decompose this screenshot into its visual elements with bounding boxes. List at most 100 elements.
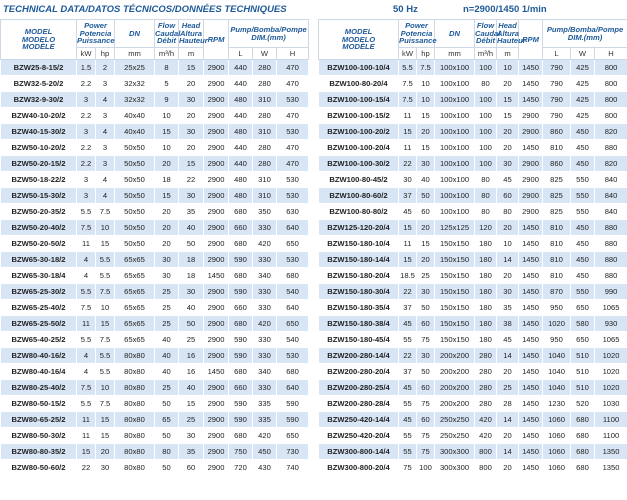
value-cell: 20 — [496, 459, 520, 476]
data-row: BZW150-180-14/4 15 20 150x150 180 14 1450 810 45… — [318, 251, 627, 268]
model-cell: BZW100-80-20/4 — [318, 75, 399, 92]
value-cell: 300x300 — [434, 443, 476, 460]
value-cell: 1100 — [594, 427, 627, 444]
value-cell: 50x50 — [114, 187, 156, 204]
model-cell: BZW150-180-14/4 — [318, 251, 399, 268]
value-cell: 330 — [252, 379, 278, 396]
value-cell: 2900 — [203, 427, 230, 444]
value-cell: 65x65 — [114, 299, 156, 316]
value-cell: 14 — [496, 251, 520, 268]
value-cell: 180 — [474, 331, 498, 348]
model-cell: BZW200-280-20/4 — [318, 363, 399, 380]
value-cell: 80x80 — [114, 459, 156, 476]
value-cell: 80 — [474, 171, 498, 188]
value-cell: 20 — [496, 219, 520, 236]
value-cell: 5.5 — [398, 59, 417, 76]
value-cell: 880 — [594, 139, 627, 156]
value-cell: 310 — [252, 91, 278, 108]
value-cell: 65x65 — [114, 331, 156, 348]
header-line: DIM.(mm) — [251, 32, 286, 42]
data-row: BZW65-25-40/2 7.5 10 65x65 25 40 2900 660 330 640 — [0, 299, 310, 316]
value-cell: 540 — [276, 283, 310, 300]
value-cell: 880 — [594, 251, 627, 268]
value-cell: 1450 — [518, 235, 544, 252]
value-cell: 550 — [570, 187, 596, 204]
unit-header: H — [276, 47, 310, 60]
value-cell: 1040 — [542, 379, 572, 396]
value-cell: 550 — [570, 283, 596, 300]
value-cell: 4 — [94, 171, 116, 188]
value-cell: 180 — [474, 283, 498, 300]
value-cell: 650 — [570, 299, 596, 316]
header-line: Puissance — [77, 36, 115, 46]
value-cell: 22 — [76, 459, 96, 476]
data-row: BZW100-100-20/4 11 15 100x100 100 20 1450 810 45… — [318, 139, 627, 156]
value-cell: 1450 — [518, 379, 544, 396]
value-cell: 1450 — [518, 251, 544, 268]
value-cell: 425 — [570, 91, 596, 108]
value-cell: 32x32 — [114, 91, 156, 108]
model-cell: BZW150-180-30/4 — [318, 283, 399, 300]
value-cell: 30 — [415, 283, 436, 300]
value-cell: 50x50 — [114, 139, 156, 156]
value-cell: 50 — [178, 235, 205, 252]
value-cell: 590 — [276, 411, 310, 428]
value-cell: 650 — [276, 235, 310, 252]
value-cell: 11 — [398, 107, 417, 124]
value-cell: 40 — [154, 331, 180, 348]
value-cell: 1040 — [542, 363, 572, 380]
model-cell: BZW32-5-20/2 — [0, 75, 77, 92]
value-cell: 75 — [415, 395, 436, 412]
value-cell: 440 — [228, 155, 254, 172]
value-cell: 825 — [542, 187, 572, 204]
value-cell: 4 — [94, 91, 116, 108]
value-cell: 2.2 — [76, 155, 96, 172]
data-row: BZW150-180-30/4 22 30 150x150 180 30 1450 870 55… — [318, 283, 627, 300]
value-cell: 680 — [228, 315, 254, 332]
model-cell: BZW100-80-45/2 — [318, 171, 399, 188]
data-row: BZW32-5-20/2 2.2 3 32x32 5 20 2900 440 280 470 — [0, 75, 310, 92]
value-cell: 540 — [276, 331, 310, 348]
value-cell: 16 — [178, 363, 205, 380]
value-cell: 60 — [178, 459, 205, 476]
value-cell: 3 — [94, 107, 116, 124]
value-cell: 860 — [542, 123, 572, 140]
data-row: BZW40-15-30/2 3 4 40x40 15 30 2900 480 310 530 — [0, 123, 310, 140]
unit-header: m — [178, 47, 205, 60]
value-cell: 60 — [415, 379, 436, 396]
value-cell: 2900 — [203, 155, 230, 172]
value-cell: 3 — [76, 171, 96, 188]
value-cell: 20 — [94, 443, 116, 460]
value-cell: 20 — [415, 251, 436, 268]
value-cell: 2900 — [518, 107, 544, 124]
value-cell: 30 — [178, 91, 205, 108]
frequency: 50 Hz — [393, 3, 418, 15]
value-cell: 530 — [276, 123, 310, 140]
value-cell: 330 — [252, 219, 278, 236]
data-row: BZW100-100-30/2 22 30 100x100 100 30 2900 860 45… — [318, 155, 627, 172]
header-line: Débit — [476, 36, 495, 46]
value-cell: 30 — [496, 283, 520, 300]
value-cell: 330 — [252, 331, 278, 348]
value-cell: 2900 — [203, 315, 230, 332]
value-cell: 640 — [276, 219, 310, 236]
value-cell: 40 — [178, 219, 205, 236]
value-cell: 470 — [276, 155, 310, 172]
model-cell: BZW65-25-50/2 — [0, 315, 77, 332]
data-row: BZW65-30-18/4 4 5.5 65x65 30 18 1450 680 340 680 — [0, 267, 310, 284]
header-line: Power — [84, 21, 107, 31]
value-cell: 50 — [415, 299, 436, 316]
value-cell: 680 — [570, 459, 596, 476]
value-cell: 7.5 — [398, 75, 417, 92]
value-cell: 7.5 — [76, 219, 96, 236]
value-cell: 1350 — [594, 459, 627, 476]
value-cell: 5.5 — [76, 395, 96, 412]
head-header: Head Altura Hauteur — [496, 19, 526, 48]
value-cell: 37 — [398, 299, 417, 316]
header-line: Pump/Bomba/Pompe — [546, 25, 624, 34]
value-cell: 810 — [542, 267, 572, 284]
value-cell: 20 — [415, 123, 436, 140]
value-cell: 15 — [154, 187, 180, 204]
value-cell: 430 — [252, 459, 278, 476]
value-cell: 7.5 — [94, 283, 116, 300]
